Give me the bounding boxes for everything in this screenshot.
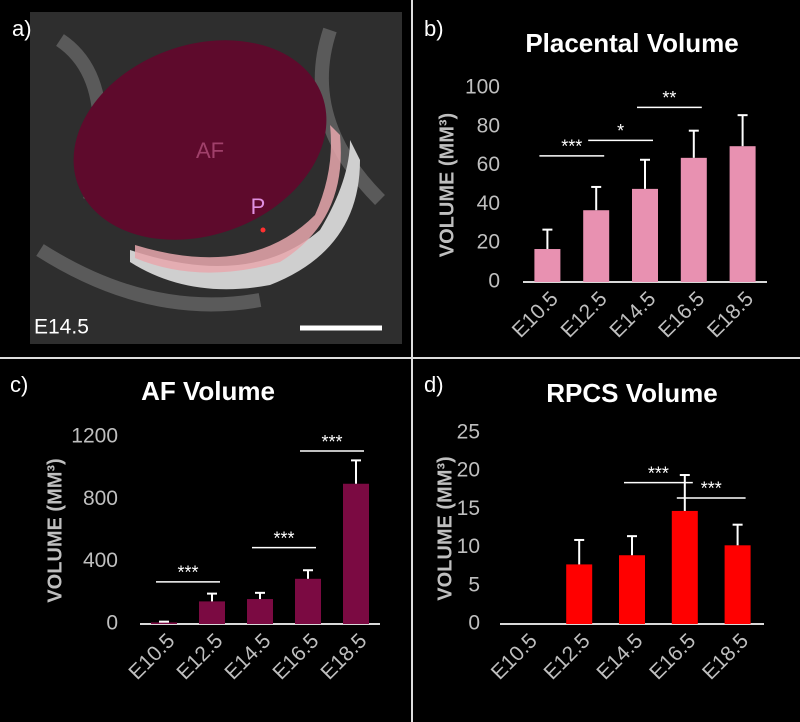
bar [632,188,658,282]
af-region [73,40,327,240]
significance-label: *** [321,432,342,452]
y-tick-label: 15 [457,497,480,520]
panel-label: b) [424,16,444,41]
bar [729,146,756,282]
significance-label: ** [662,88,676,108]
y-tick-label: 60 [477,153,500,176]
y-tick-label: 0 [468,612,480,635]
significance-label: *** [273,528,294,548]
bar [343,483,369,624]
panel-label: c) [10,372,28,397]
y-tick-label: 800 [83,487,118,510]
significance-label: *** [177,563,198,583]
bar [151,622,177,624]
bar [295,578,321,624]
bar [247,599,273,624]
region-label: P [251,194,266,219]
chart-title: AF Volume [141,376,275,406]
bar [671,510,698,624]
y-axis-label: VOLUME (MM³) [436,113,458,257]
tissue-bright [130,140,360,290]
significance-label: *** [648,463,669,483]
y-tick-label: 0 [106,612,118,635]
bar [583,210,610,282]
significance-label: *** [701,479,722,499]
y-tick-label: 20 [457,459,480,482]
bar [619,555,645,624]
panel-label: a) [12,16,32,41]
chart-title: RPCS Volume [546,378,717,408]
marker [260,227,266,233]
placenta-region [135,125,341,273]
mri-image: a) AF P E14.5 [12,12,402,344]
region-label: AF [196,138,224,163]
bar [680,157,707,282]
y-tick-label: 25 [457,421,480,444]
stage-label: E14.5 [34,316,89,339]
y-tick-label: 1200 [71,425,118,448]
y-axis-label: VOLUME (MM³) [434,456,456,600]
bar [566,564,593,624]
bar [534,249,561,282]
y-tick-label: 100 [465,76,500,99]
bar [724,545,751,624]
y-tick-label: 400 [83,549,118,572]
y-tick-label: 10 [457,535,480,558]
y-tick-label: 5 [468,573,480,596]
y-tick-label: 80 [477,114,500,137]
y-tick-label: 40 [477,192,500,215]
chart-title: Placental Volume [525,28,738,58]
panel-label: d) [424,372,444,397]
y-tick-label: 0 [488,270,500,293]
y-axis-label: VOLUME (MM³) [44,458,66,602]
significance-label: *** [561,137,582,157]
y-tick-label: 20 [477,231,500,254]
significance-label: * [617,121,624,141]
bar [199,601,225,624]
